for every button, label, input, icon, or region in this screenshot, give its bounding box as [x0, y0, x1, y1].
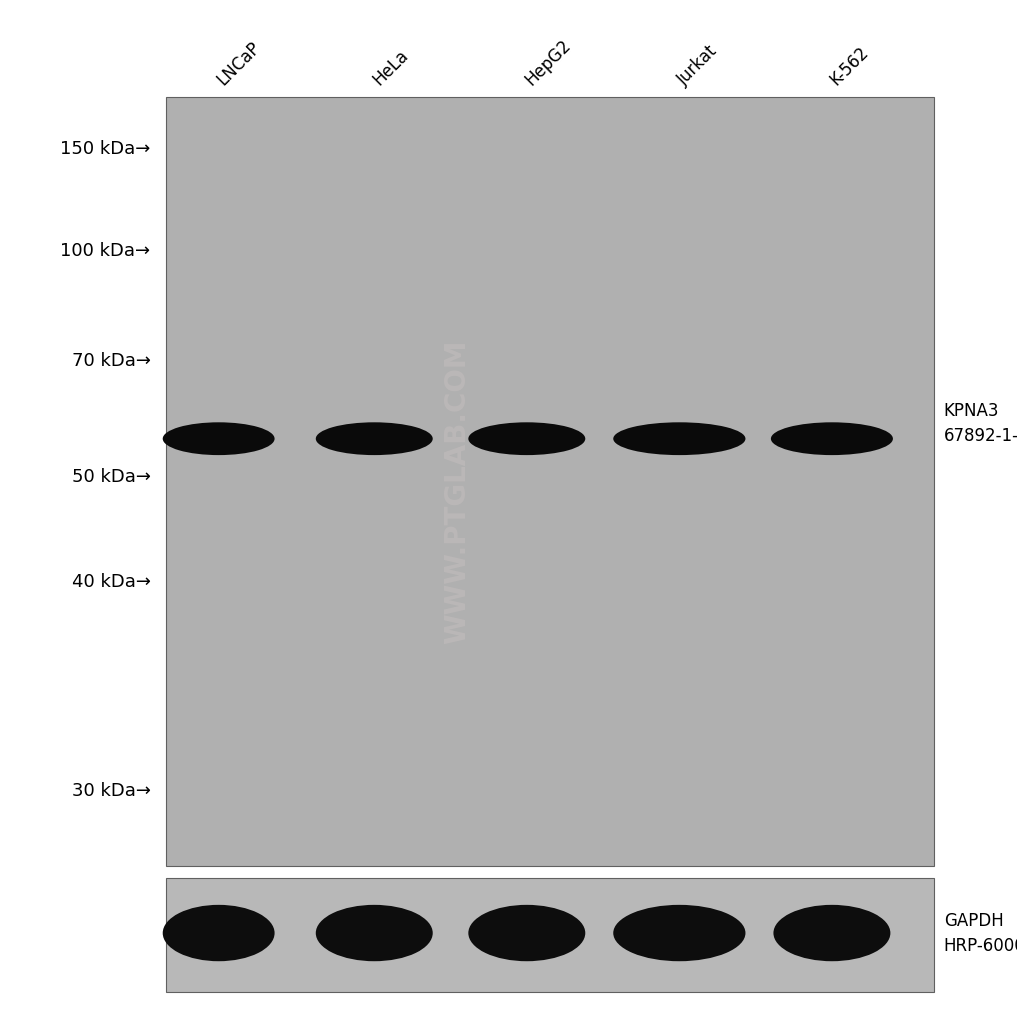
- Ellipse shape: [315, 422, 433, 455]
- Ellipse shape: [163, 422, 275, 455]
- Ellipse shape: [163, 905, 275, 961]
- Ellipse shape: [477, 424, 577, 453]
- Text: Jurkat: Jurkat: [674, 42, 721, 89]
- Ellipse shape: [477, 909, 577, 957]
- Ellipse shape: [782, 909, 882, 957]
- Text: 100 kDa→: 100 kDa→: [60, 242, 151, 260]
- Ellipse shape: [324, 424, 424, 453]
- Ellipse shape: [171, 909, 266, 957]
- Ellipse shape: [492, 428, 562, 449]
- Text: HepG2: HepG2: [522, 36, 575, 89]
- Text: 150 kDa→: 150 kDa→: [60, 139, 151, 158]
- Ellipse shape: [171, 424, 266, 453]
- Ellipse shape: [613, 422, 745, 455]
- Ellipse shape: [468, 905, 586, 961]
- Ellipse shape: [185, 916, 252, 950]
- Text: 40 kDa→: 40 kDa→: [71, 573, 151, 591]
- Ellipse shape: [315, 905, 433, 961]
- Text: 50 kDa→: 50 kDa→: [71, 467, 151, 486]
- Text: LNCaP: LNCaP: [214, 39, 264, 89]
- Ellipse shape: [640, 428, 719, 449]
- Ellipse shape: [640, 916, 719, 950]
- Ellipse shape: [623, 909, 735, 957]
- Ellipse shape: [795, 428, 869, 449]
- Ellipse shape: [771, 422, 893, 455]
- Text: 70 kDa→: 70 kDa→: [71, 352, 151, 370]
- Text: KPNA3
67892-1-Ig: KPNA3 67892-1-Ig: [944, 402, 1017, 445]
- Text: WWW.PTGLAB.COM: WWW.PTGLAB.COM: [443, 339, 472, 645]
- Bar: [166, 878, 934, 992]
- Text: HeLa: HeLa: [369, 47, 412, 89]
- Ellipse shape: [623, 424, 735, 453]
- Ellipse shape: [774, 905, 891, 961]
- Text: 30 kDa→: 30 kDa→: [71, 782, 151, 801]
- Ellipse shape: [340, 428, 409, 449]
- Bar: [166, 97, 934, 866]
- Ellipse shape: [324, 909, 424, 957]
- Text: K-562: K-562: [827, 43, 873, 89]
- Ellipse shape: [613, 905, 745, 961]
- Ellipse shape: [492, 916, 562, 950]
- Ellipse shape: [780, 424, 884, 453]
- Ellipse shape: [340, 916, 409, 950]
- Ellipse shape: [797, 916, 866, 950]
- Text: GAPDH
HRP-60004: GAPDH HRP-60004: [944, 911, 1017, 954]
- Ellipse shape: [185, 428, 252, 449]
- Ellipse shape: [468, 422, 586, 455]
